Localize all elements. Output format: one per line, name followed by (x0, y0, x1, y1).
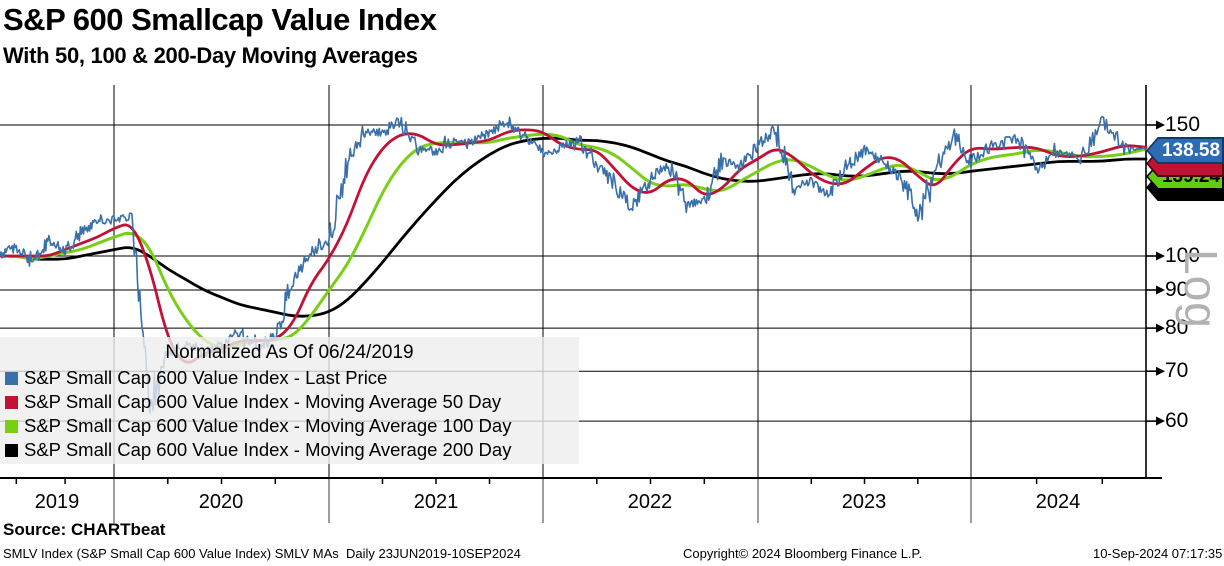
footer-timestamp: 10-Sep-2024 07:17:35 (1093, 546, 1223, 561)
y-tick-100: 100 (1165, 244, 1201, 267)
y-tick-60: 60 (1165, 409, 1189, 432)
x-tick-2020: 2020 (198, 491, 244, 513)
source-label: Source: CHARTbeat (3, 520, 166, 539)
legend-item-ma200: S&P Small Cap 600 Value Index - Moving A… (0, 438, 579, 462)
legend-item-ma50: S&P Small Cap 600 Value Index - Moving A… (0, 390, 579, 414)
y-tick-70: 70 (1165, 359, 1189, 382)
footer-ticker-info: SMLV Index (S&P Small Cap 600 Value Inde… (3, 546, 521, 561)
ma50-swatch-icon (5, 395, 18, 409)
chart-legend: Normalized As Of 06/24/2019 S&P Small Ca… (0, 337, 579, 464)
y-tick-80: 80 (1165, 316, 1189, 339)
legend-item-label: S&P Small Cap 600 Value Index - Moving A… (24, 439, 512, 460)
x-tick-2021: 2021 (413, 491, 459, 513)
chart-subtitle: With 50, 100 & 200-Day Moving Averages (3, 43, 418, 68)
legend-item-label: S&P Small Cap 600 Value Index - Moving A… (24, 391, 502, 412)
x-tick-2023: 2023 (841, 491, 887, 513)
log-scale-watermark: Log (1175, 249, 1224, 329)
last-price-badge: 138.58 (1146, 137, 1224, 164)
legend-normalized-note: Normalized As Of 06/24/2019 (165, 342, 414, 363)
footer-copyright: Copyright© 2024 Bloomberg Finance L.P. (683, 546, 923, 561)
x-tick-2024: 2024 (1035, 491, 1081, 513)
chart-title: S&P 600 Smallcap Value Index (3, 2, 437, 37)
x-tick-2022: 2022 (627, 491, 673, 513)
y-tick-90: 90 (1165, 278, 1189, 301)
legend-item-label: S&P Small Cap 600 Value Index - Moving A… (24, 415, 512, 436)
legend-item-last-price: S&P Small Cap 600 Value Index - Last Pri… (0, 366, 579, 390)
ma200-swatch-icon (5, 443, 18, 457)
legend-item-ma100: S&P Small Cap 600 Value Index - Moving A… (0, 414, 579, 438)
last-price-swatch-icon (5, 371, 18, 385)
y-tick-150: 150 (1165, 113, 1201, 136)
legend-item-label: S&P Small Cap 600 Value Index - Last Pri… (24, 367, 388, 388)
ma100-swatch-icon (5, 419, 18, 433)
x-tick-2019: 2019 (34, 491, 80, 513)
